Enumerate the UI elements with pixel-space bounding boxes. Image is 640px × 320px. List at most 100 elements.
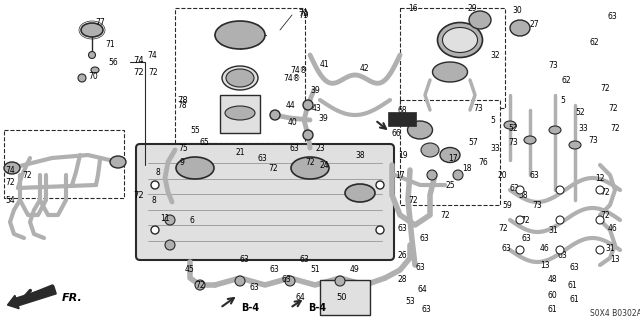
Text: 66: 66 [392,129,402,138]
Text: 72: 72 [608,103,618,113]
Circle shape [195,280,205,290]
Text: 8: 8 [152,196,157,204]
Text: 50: 50 [337,292,348,301]
Text: 13: 13 [540,260,550,269]
Text: 63: 63 [502,244,512,252]
Circle shape [516,216,524,224]
Circle shape [376,181,384,189]
Circle shape [151,226,159,234]
Text: 24: 24 [320,161,330,170]
Text: 57: 57 [468,138,477,147]
Circle shape [516,246,524,254]
Text: 72: 72 [600,188,610,196]
Circle shape [596,246,604,254]
Ellipse shape [222,66,258,90]
Ellipse shape [81,23,103,37]
Bar [4,130,124,198]
Text: 74: 74 [147,51,157,60]
Text: 63: 63 [258,154,268,163]
Text: 72: 72 [133,68,143,76]
Text: 77: 77 [95,18,105,27]
Text: 64: 64 [295,293,305,302]
Text: 63: 63 [522,234,532,243]
Text: 79: 79 [298,9,308,18]
Text: 31: 31 [548,226,557,235]
Text: 74: 74 [133,55,143,65]
Text: 72: 72 [133,190,143,199]
Text: 12: 12 [595,173,605,182]
Circle shape [88,52,95,59]
Text: 63: 63 [530,171,540,180]
Text: 72: 72 [408,196,418,204]
Text: 33: 33 [578,124,588,132]
Text: 73: 73 [473,103,483,113]
Text: 72: 72 [600,84,610,92]
Text: 73: 73 [588,135,598,145]
Text: 40: 40 [288,117,298,126]
Text: 74®: 74® [290,66,307,75]
Text: 63: 63 [270,266,280,275]
Text: 63: 63 [398,223,408,233]
Text: 72: 72 [5,178,15,187]
Text: 49: 49 [350,266,360,275]
Text: 52: 52 [508,124,518,132]
Text: 45: 45 [185,266,195,275]
Text: 72: 72 [520,215,530,225]
Bar [175,8,305,143]
Text: 63: 63 [570,263,580,273]
Bar [320,280,370,315]
Text: 61: 61 [548,306,557,315]
Ellipse shape [176,157,214,179]
Circle shape [376,226,384,234]
Text: 72: 72 [440,211,450,220]
Text: 8: 8 [156,167,161,177]
Text: 72: 72 [148,68,157,76]
Circle shape [165,215,175,225]
Ellipse shape [438,22,483,58]
Circle shape [516,186,524,194]
Text: 42: 42 [360,63,370,73]
Text: S0X4 B0302A: S0X4 B0302A [590,309,640,318]
Text: 25: 25 [445,180,454,189]
Text: 63: 63 [290,143,300,153]
Circle shape [427,170,437,180]
Text: 74: 74 [5,165,15,174]
Text: 63: 63 [420,234,429,243]
Text: 63: 63 [422,306,432,315]
Text: 72: 72 [600,211,610,220]
Text: 38: 38 [355,150,365,159]
Ellipse shape [226,69,254,87]
Text: 13: 13 [610,255,620,265]
Circle shape [453,170,463,180]
FancyArrow shape [8,286,56,309]
Text: B-4: B-4 [308,303,326,313]
Text: 78: 78 [177,100,187,109]
Text: 63: 63 [510,183,520,193]
Text: 5: 5 [560,95,565,105]
Text: 63: 63 [250,284,260,292]
Text: 55: 55 [190,125,200,134]
Text: 18: 18 [462,164,472,172]
Ellipse shape [433,62,467,82]
Circle shape [270,110,280,120]
Ellipse shape [469,11,491,29]
Text: 73: 73 [508,138,518,147]
Circle shape [235,276,245,286]
Text: 26: 26 [398,251,408,260]
Text: 43: 43 [312,103,322,113]
Ellipse shape [510,20,530,36]
Text: 71: 71 [105,39,115,49]
Text: 63: 63 [558,251,568,260]
Ellipse shape [4,162,20,174]
Circle shape [556,246,564,254]
Text: 27: 27 [530,20,540,28]
Ellipse shape [569,141,581,149]
Text: 6: 6 [190,215,195,225]
Text: 19: 19 [398,150,408,159]
Text: 29: 29 [468,4,477,12]
Circle shape [165,240,175,250]
Text: 46: 46 [608,223,618,233]
Circle shape [303,100,313,110]
Ellipse shape [91,67,99,73]
Text: 73: 73 [532,201,541,210]
